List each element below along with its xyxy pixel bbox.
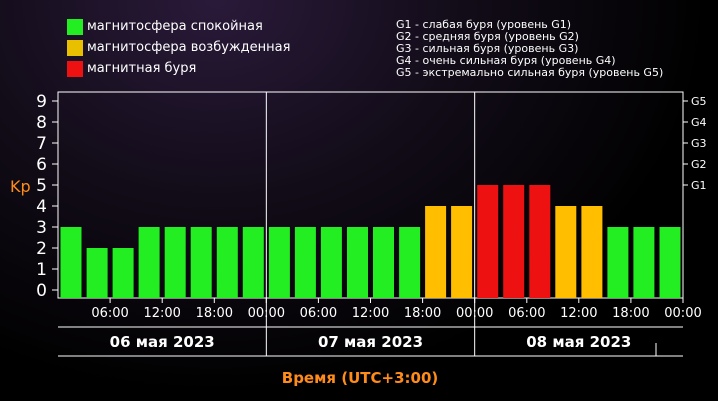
x-tick-label: 18:00 bbox=[612, 306, 649, 321]
x-tick-label: 06:00 bbox=[300, 306, 337, 321]
kp-bar bbox=[451, 206, 473, 298]
x-tick-label: 00:00 bbox=[456, 306, 493, 321]
kp-bar bbox=[164, 227, 186, 298]
kp-bar bbox=[268, 227, 290, 298]
x-tick-label: 12:00 bbox=[560, 306, 597, 321]
y-tick-label: 8 bbox=[36, 113, 47, 133]
y-tick-label: 1 bbox=[36, 260, 47, 280]
kp-bar bbox=[503, 185, 525, 298]
legend-item-storm: магнитная буря bbox=[67, 58, 290, 79]
kp-bar bbox=[581, 206, 603, 298]
x-tick-label: 12:00 bbox=[352, 306, 389, 321]
g-level-5: G5 - экстремально сильная буря (уровень … bbox=[396, 66, 664, 79]
right-tick-label: G1 bbox=[691, 179, 707, 192]
x-tick-label: 18:00 bbox=[404, 306, 441, 321]
kp-bar bbox=[373, 227, 394, 298]
kp-bar bbox=[659, 227, 681, 298]
x-tick-label: 00:00 bbox=[664, 306, 701, 321]
kp-bar bbox=[347, 227, 368, 298]
kp-bar bbox=[425, 206, 447, 298]
y-tick-label: 7 bbox=[36, 134, 47, 154]
g-level-3: G3 - сильная буря (уровень G3) bbox=[396, 42, 579, 55]
y-tick-label: 6 bbox=[36, 155, 47, 175]
legend-swatch-quiet bbox=[67, 18, 83, 35]
y-tick-label: 3 bbox=[36, 218, 47, 238]
legend-label-active: магнитосфера возбужденная bbox=[87, 40, 291, 55]
right-tick-label: G5 bbox=[691, 95, 707, 108]
day-label: 07 мая 2023 bbox=[318, 333, 423, 351]
y-tick-label: 9 bbox=[36, 92, 47, 112]
kp-bar bbox=[216, 227, 238, 298]
kp-bar bbox=[294, 227, 316, 298]
legend-item-quiet: магнитосфера спокойная bbox=[67, 16, 290, 37]
kp-bar bbox=[190, 227, 212, 298]
legend-label-storm: магнитная буря bbox=[87, 61, 197, 76]
kp-bar bbox=[607, 227, 629, 298]
x-tick-label: 12:00 bbox=[143, 306, 180, 321]
x-tick-label: 00:00 bbox=[248, 306, 285, 321]
kp-bar bbox=[138, 227, 160, 298]
g-level-4: G4 - очень сильная буря (уровень G4) bbox=[396, 54, 616, 67]
kp-bar bbox=[112, 248, 134, 298]
g-level-2: G2 - средняя буря (уровень G2) bbox=[396, 30, 579, 43]
y-tick-label: 4 bbox=[36, 197, 47, 217]
legend-swatch-storm bbox=[67, 60, 83, 77]
day-label: 06 мая 2023 bbox=[110, 333, 215, 351]
kp-bar bbox=[529, 185, 551, 298]
day-label: 08 мая 2023 bbox=[526, 333, 631, 351]
kp-bar bbox=[477, 185, 499, 298]
kp-bar bbox=[60, 227, 82, 298]
legend-swatch-active bbox=[67, 39, 83, 56]
kp-bar bbox=[399, 227, 421, 298]
y-tick-label: 5 bbox=[36, 176, 47, 196]
x-tick-label: 06:00 bbox=[91, 306, 128, 321]
legend-label-quiet: магнитосфера спокойная bbox=[87, 19, 263, 34]
kp-bar bbox=[320, 227, 342, 298]
right-tick-label: G2 bbox=[691, 158, 707, 171]
right-tick-label: G4 bbox=[691, 116, 707, 129]
y-axis-label: Kp bbox=[10, 177, 31, 196]
y-tick-label: 2 bbox=[36, 239, 47, 259]
y-tick-label: 0 bbox=[36, 281, 47, 301]
legend: магнитосфера спокойная магнитосфера возб… bbox=[67, 16, 290, 79]
x-axis-label: Время (UTC+3:00) bbox=[282, 369, 438, 387]
g-level-1: G1 - слабая буря (уровень G1) bbox=[396, 18, 572, 31]
legend-item-active: магнитосфера возбужденная bbox=[67, 37, 290, 58]
g-level-legend: G1 - слабая буря (уровень G1) G2 - средн… bbox=[396, 19, 663, 79]
kp-bar bbox=[242, 227, 264, 298]
kp-bar bbox=[555, 206, 577, 298]
x-tick-label: 18:00 bbox=[196, 306, 233, 321]
x-tick-label: 06:00 bbox=[508, 306, 545, 321]
kp-bar bbox=[86, 248, 108, 298]
kp-bar bbox=[633, 227, 655, 298]
right-tick-label: G3 bbox=[691, 137, 707, 150]
